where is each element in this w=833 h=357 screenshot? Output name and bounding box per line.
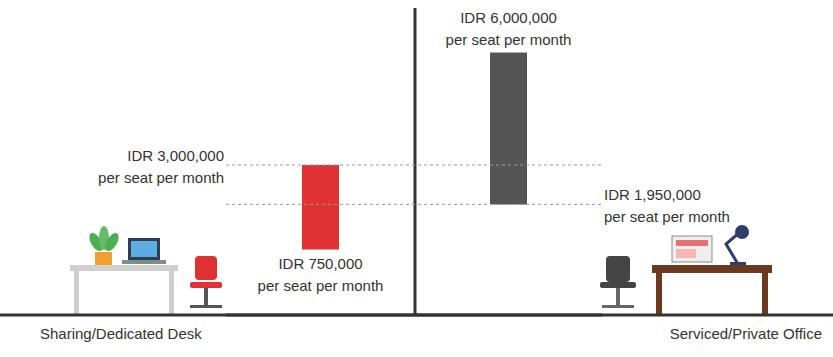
svg-text:Serviced/Private Office: Serviced/Private Office bbox=[670, 325, 822, 342]
svg-text:Sharing/Dedicated Desk: Sharing/Dedicated Desk bbox=[40, 325, 202, 342]
svg-text:IDR 3,000,000per seat per mont: IDR 3,000,000per seat per month bbox=[98, 147, 224, 186]
svg-text:IDR 750,000per seat per month: IDR 750,000per seat per month bbox=[258, 255, 384, 294]
svg-text:IDR 6,000,000per seat per mont: IDR 6,000,000per seat per month bbox=[446, 9, 572, 48]
svg-text:IDR 1,950,000per seat per mont: IDR 1,950,000per seat per month bbox=[604, 186, 730, 225]
